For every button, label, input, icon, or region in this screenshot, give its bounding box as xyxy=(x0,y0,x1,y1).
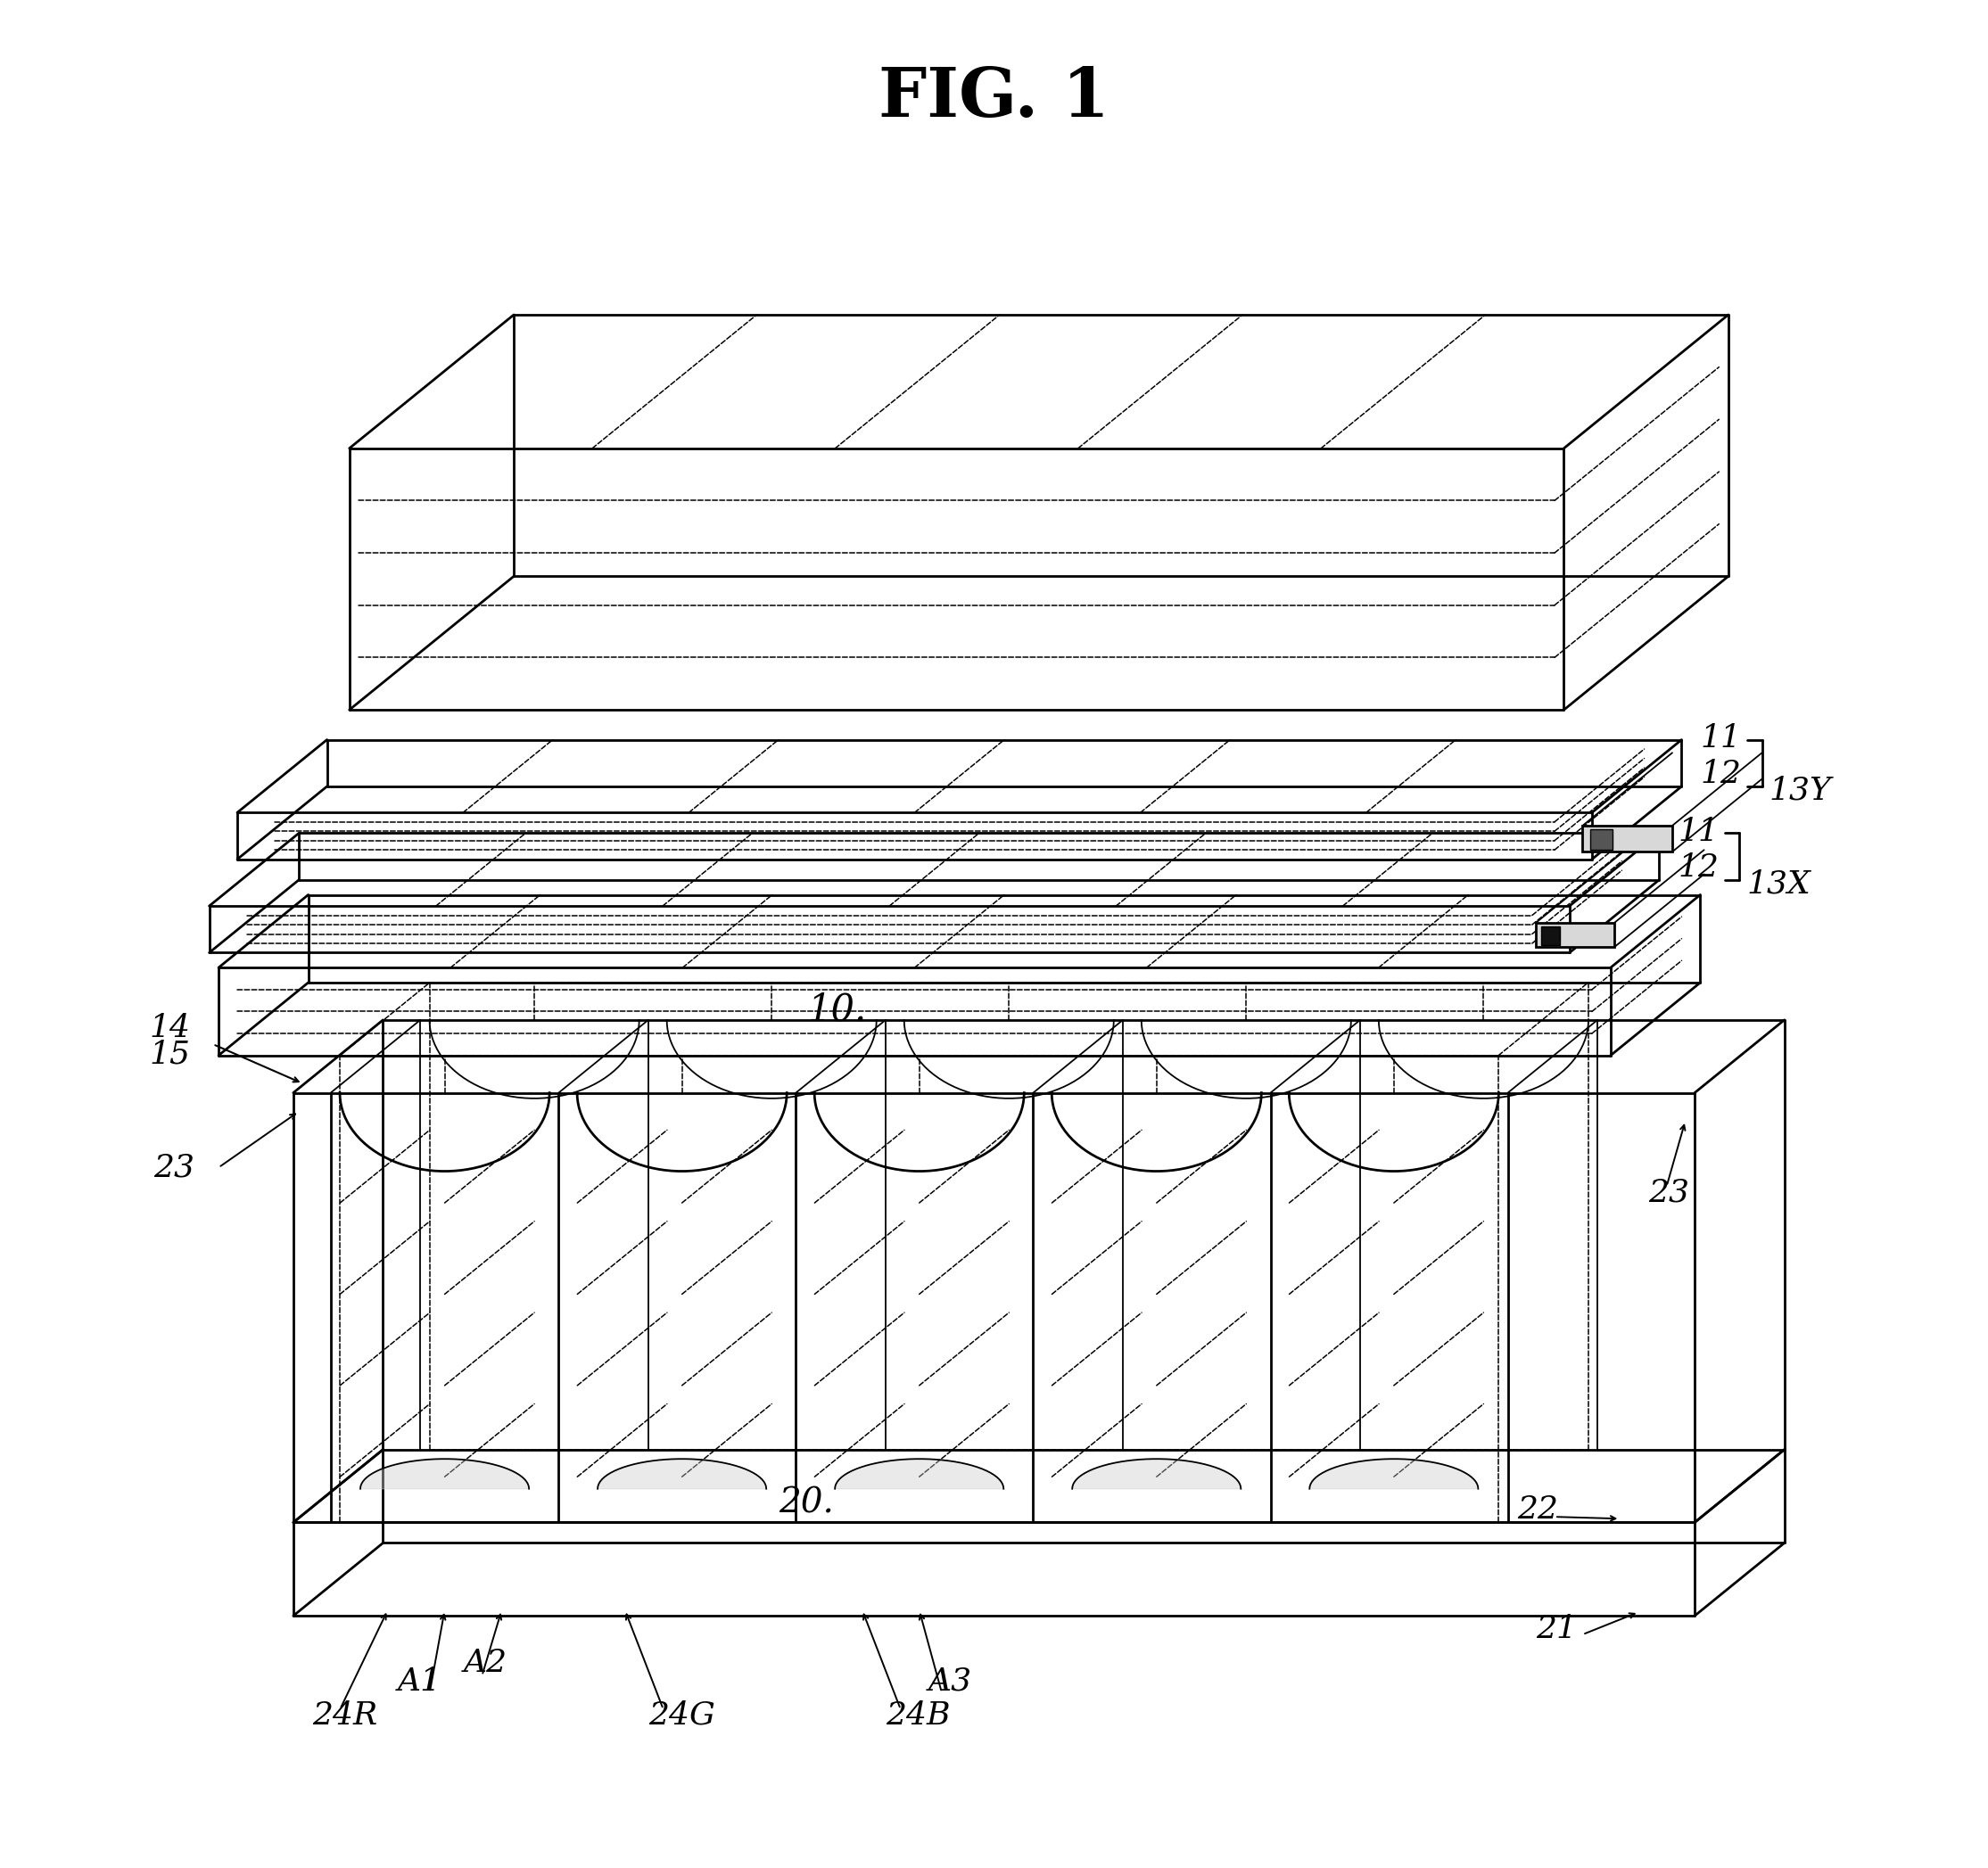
Text: 11: 11 xyxy=(1700,723,1741,753)
Text: 13X: 13X xyxy=(1747,869,1811,899)
Polygon shape xyxy=(1310,1459,1479,1489)
Bar xyxy=(1541,927,1561,945)
Polygon shape xyxy=(598,1459,765,1489)
Polygon shape xyxy=(835,1459,1004,1489)
Text: 24R: 24R xyxy=(312,1700,378,1730)
Text: 23: 23 xyxy=(153,1153,195,1182)
Text: FIG. 1: FIG. 1 xyxy=(879,65,1109,131)
Text: A1: A1 xyxy=(398,1666,441,1696)
Bar xyxy=(1590,829,1612,850)
Text: 23: 23 xyxy=(1648,1177,1690,1207)
Text: 12: 12 xyxy=(1678,852,1720,882)
Text: A2: A2 xyxy=(463,1648,507,1677)
Text: 13Y: 13Y xyxy=(1769,775,1831,805)
Text: 21: 21 xyxy=(1537,1614,1576,1644)
Text: 10.: 10. xyxy=(807,992,867,1029)
FancyBboxPatch shape xyxy=(1537,923,1614,947)
Text: 24B: 24B xyxy=(885,1700,950,1730)
FancyBboxPatch shape xyxy=(1582,826,1672,852)
Text: 20.: 20. xyxy=(779,1487,835,1521)
Polygon shape xyxy=(360,1459,529,1489)
Text: A3: A3 xyxy=(928,1666,972,1696)
Text: 14: 14 xyxy=(149,1012,191,1042)
Text: 24G: 24G xyxy=(648,1700,716,1730)
Text: 15: 15 xyxy=(149,1039,191,1068)
Text: 11: 11 xyxy=(1678,816,1720,846)
Text: 22: 22 xyxy=(1517,1494,1559,1524)
Text: 12: 12 xyxy=(1700,758,1741,788)
Polygon shape xyxy=(1072,1459,1241,1489)
